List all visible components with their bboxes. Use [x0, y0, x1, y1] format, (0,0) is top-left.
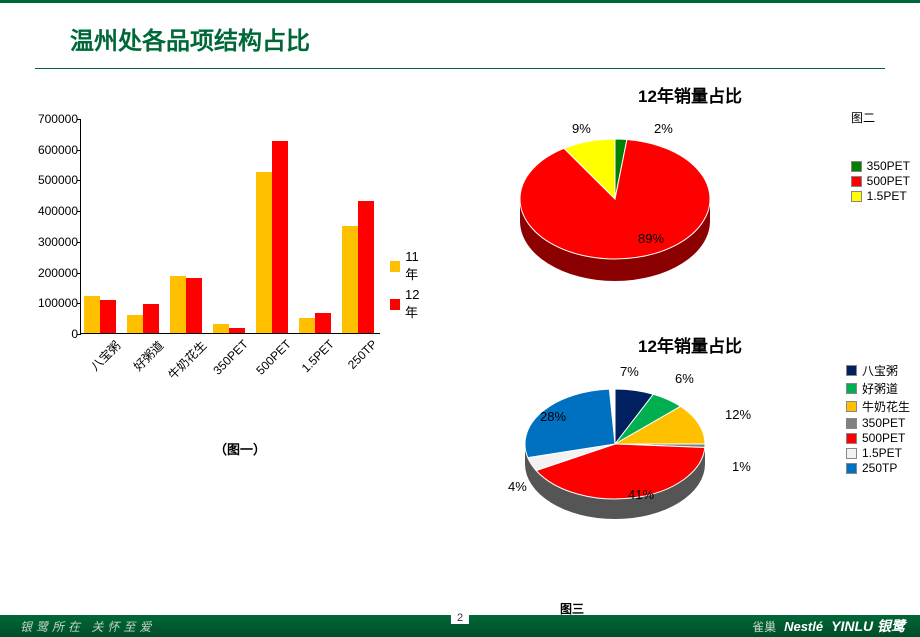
footer-bar: 银鹭所在 关怀至爱 2 雀巢 Nestlé YINLU 银鹭 — [0, 615, 920, 637]
legend-item: 1.5PET — [846, 446, 910, 460]
pie-label: 9% — [572, 121, 591, 136]
bar — [229, 328, 245, 333]
pie-chart-2: 12年销量占比 7% 6% 12% 1% 41% 4% 28% 八宝粥好粥道牛奶花生350PE… — [470, 324, 910, 574]
bar — [256, 172, 272, 333]
footer-brands: 雀巢 Nestlé YINLU 银鹭 — [752, 616, 905, 636]
bar — [315, 313, 331, 333]
pie-label: 28% — [540, 409, 566, 424]
legend-item: 12年 — [390, 287, 430, 321]
footer-slogan: 银鹭所在 关怀至爱 — [0, 618, 155, 635]
legend-item: 350PET — [851, 159, 910, 173]
legend-item: 500PET — [846, 431, 910, 445]
pie-panel: 12年销量占比 图二 2%89%9%350PET500PET1.5PET 12年… — [470, 74, 910, 574]
slide: 温州处各品项结构占比 01000002000003000004000005000… — [0, 0, 920, 637]
bar-chart-panel: 0100000200000300000400000500000600000700… — [10, 74, 470, 574]
pie-label: 89% — [638, 231, 664, 246]
bar — [84, 296, 100, 333]
bar — [170, 276, 186, 333]
legend-item: 1.5PET — [851, 189, 910, 203]
pie-label: 7% — [620, 364, 639, 379]
bar-legend: 11年12年 — [390, 249, 430, 325]
brand-text-1: 雀巢 — [752, 618, 776, 635]
bar — [127, 315, 143, 333]
pie2-title: 12年销量占比 — [470, 324, 910, 359]
brand-nestle: Nestlé — [784, 619, 823, 634]
pie-label: 4% — [508, 479, 527, 494]
pie-label: 41% — [628, 487, 654, 502]
pie-label: 2% — [654, 121, 673, 136]
legend-item: 250TP — [846, 461, 910, 475]
slide-title: 温州处各品项结构占比 — [35, 3, 885, 69]
bar — [143, 304, 159, 333]
legend-item: 好粥道 — [846, 380, 910, 397]
legend-item: 350PET — [846, 416, 910, 430]
content-area: 0100000200000300000400000500000600000700… — [0, 69, 920, 574]
pie-label: 12% — [725, 407, 751, 422]
pie-label: 6% — [675, 371, 694, 386]
pie1-title: 12年销量占比 — [470, 74, 910, 109]
legend-item: 11年 — [390, 249, 430, 283]
pie-label: 1% — [732, 459, 751, 474]
bar — [358, 201, 374, 333]
bar — [213, 324, 229, 333]
bar-caption: （图一） — [10, 439, 470, 458]
bar-chart: 0100000200000300000400000500000600000700… — [10, 119, 430, 399]
bar — [299, 318, 315, 333]
page-number: 2 — [451, 612, 469, 624]
legend-item: 500PET — [851, 174, 910, 188]
bar — [342, 226, 358, 334]
bar — [186, 278, 202, 333]
pie1-subtitle: 图二 — [851, 109, 875, 126]
brand-yinlu: YINLU 银鹭 — [831, 616, 905, 636]
pie-chart-1: 12年销量占比 图二 2% 89% 9% 350PET500PET1.5PET — [470, 74, 910, 324]
bar — [272, 141, 288, 333]
legend-item: 牛奶花生 — [846, 398, 910, 415]
bar-plot-area: 0100000200000300000400000500000600000700… — [80, 119, 380, 334]
bar — [100, 300, 116, 333]
legend-item: 八宝粥 — [846, 362, 910, 379]
